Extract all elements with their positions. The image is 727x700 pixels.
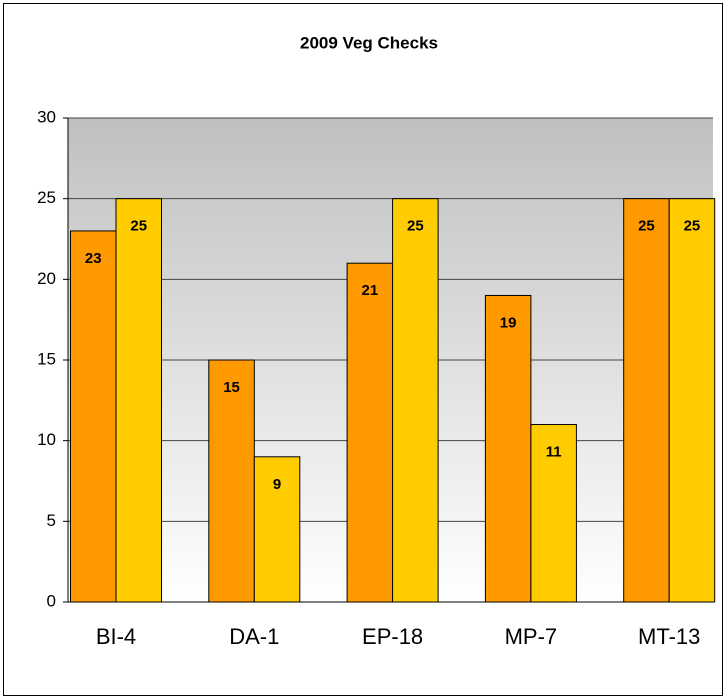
bar xyxy=(208,359,255,603)
value-label: 25 xyxy=(407,218,424,235)
y-tick-label: 25 xyxy=(37,188,56,207)
value-label: 25 xyxy=(638,218,655,235)
value-label: 21 xyxy=(362,282,379,299)
bar xyxy=(115,198,162,603)
bar xyxy=(484,294,532,603)
x-tick-label: DA-1 xyxy=(229,624,279,649)
x-tick-label: MP-7 xyxy=(505,624,558,649)
y-tick-label: 5 xyxy=(47,511,56,530)
value-label: 19 xyxy=(500,314,517,331)
bar xyxy=(253,456,301,603)
bar xyxy=(346,262,394,603)
value-label: 25 xyxy=(684,218,701,235)
x-tick-label: EP-18 xyxy=(362,624,423,649)
bar xyxy=(70,230,117,603)
value-label: 15 xyxy=(223,379,240,396)
bar xyxy=(623,198,670,603)
value-label: 9 xyxy=(273,476,281,493)
chart-title: 2009 Veg Checks xyxy=(300,33,438,52)
y-tick-label: 0 xyxy=(47,591,56,610)
x-tick-label: MT-13 xyxy=(638,624,700,649)
bar xyxy=(668,198,716,603)
y-tick-label: 20 xyxy=(37,269,56,288)
y-tick-label: 10 xyxy=(37,430,56,449)
value-label: 23 xyxy=(85,250,102,267)
x-tick-label: BI-4 xyxy=(96,624,136,649)
value-label: 11 xyxy=(546,444,562,461)
bar xyxy=(530,424,577,603)
y-tick-label: 15 xyxy=(37,349,56,368)
bar xyxy=(392,198,439,603)
y-tick-label: 30 xyxy=(37,107,56,126)
value-label: 25 xyxy=(130,218,147,235)
